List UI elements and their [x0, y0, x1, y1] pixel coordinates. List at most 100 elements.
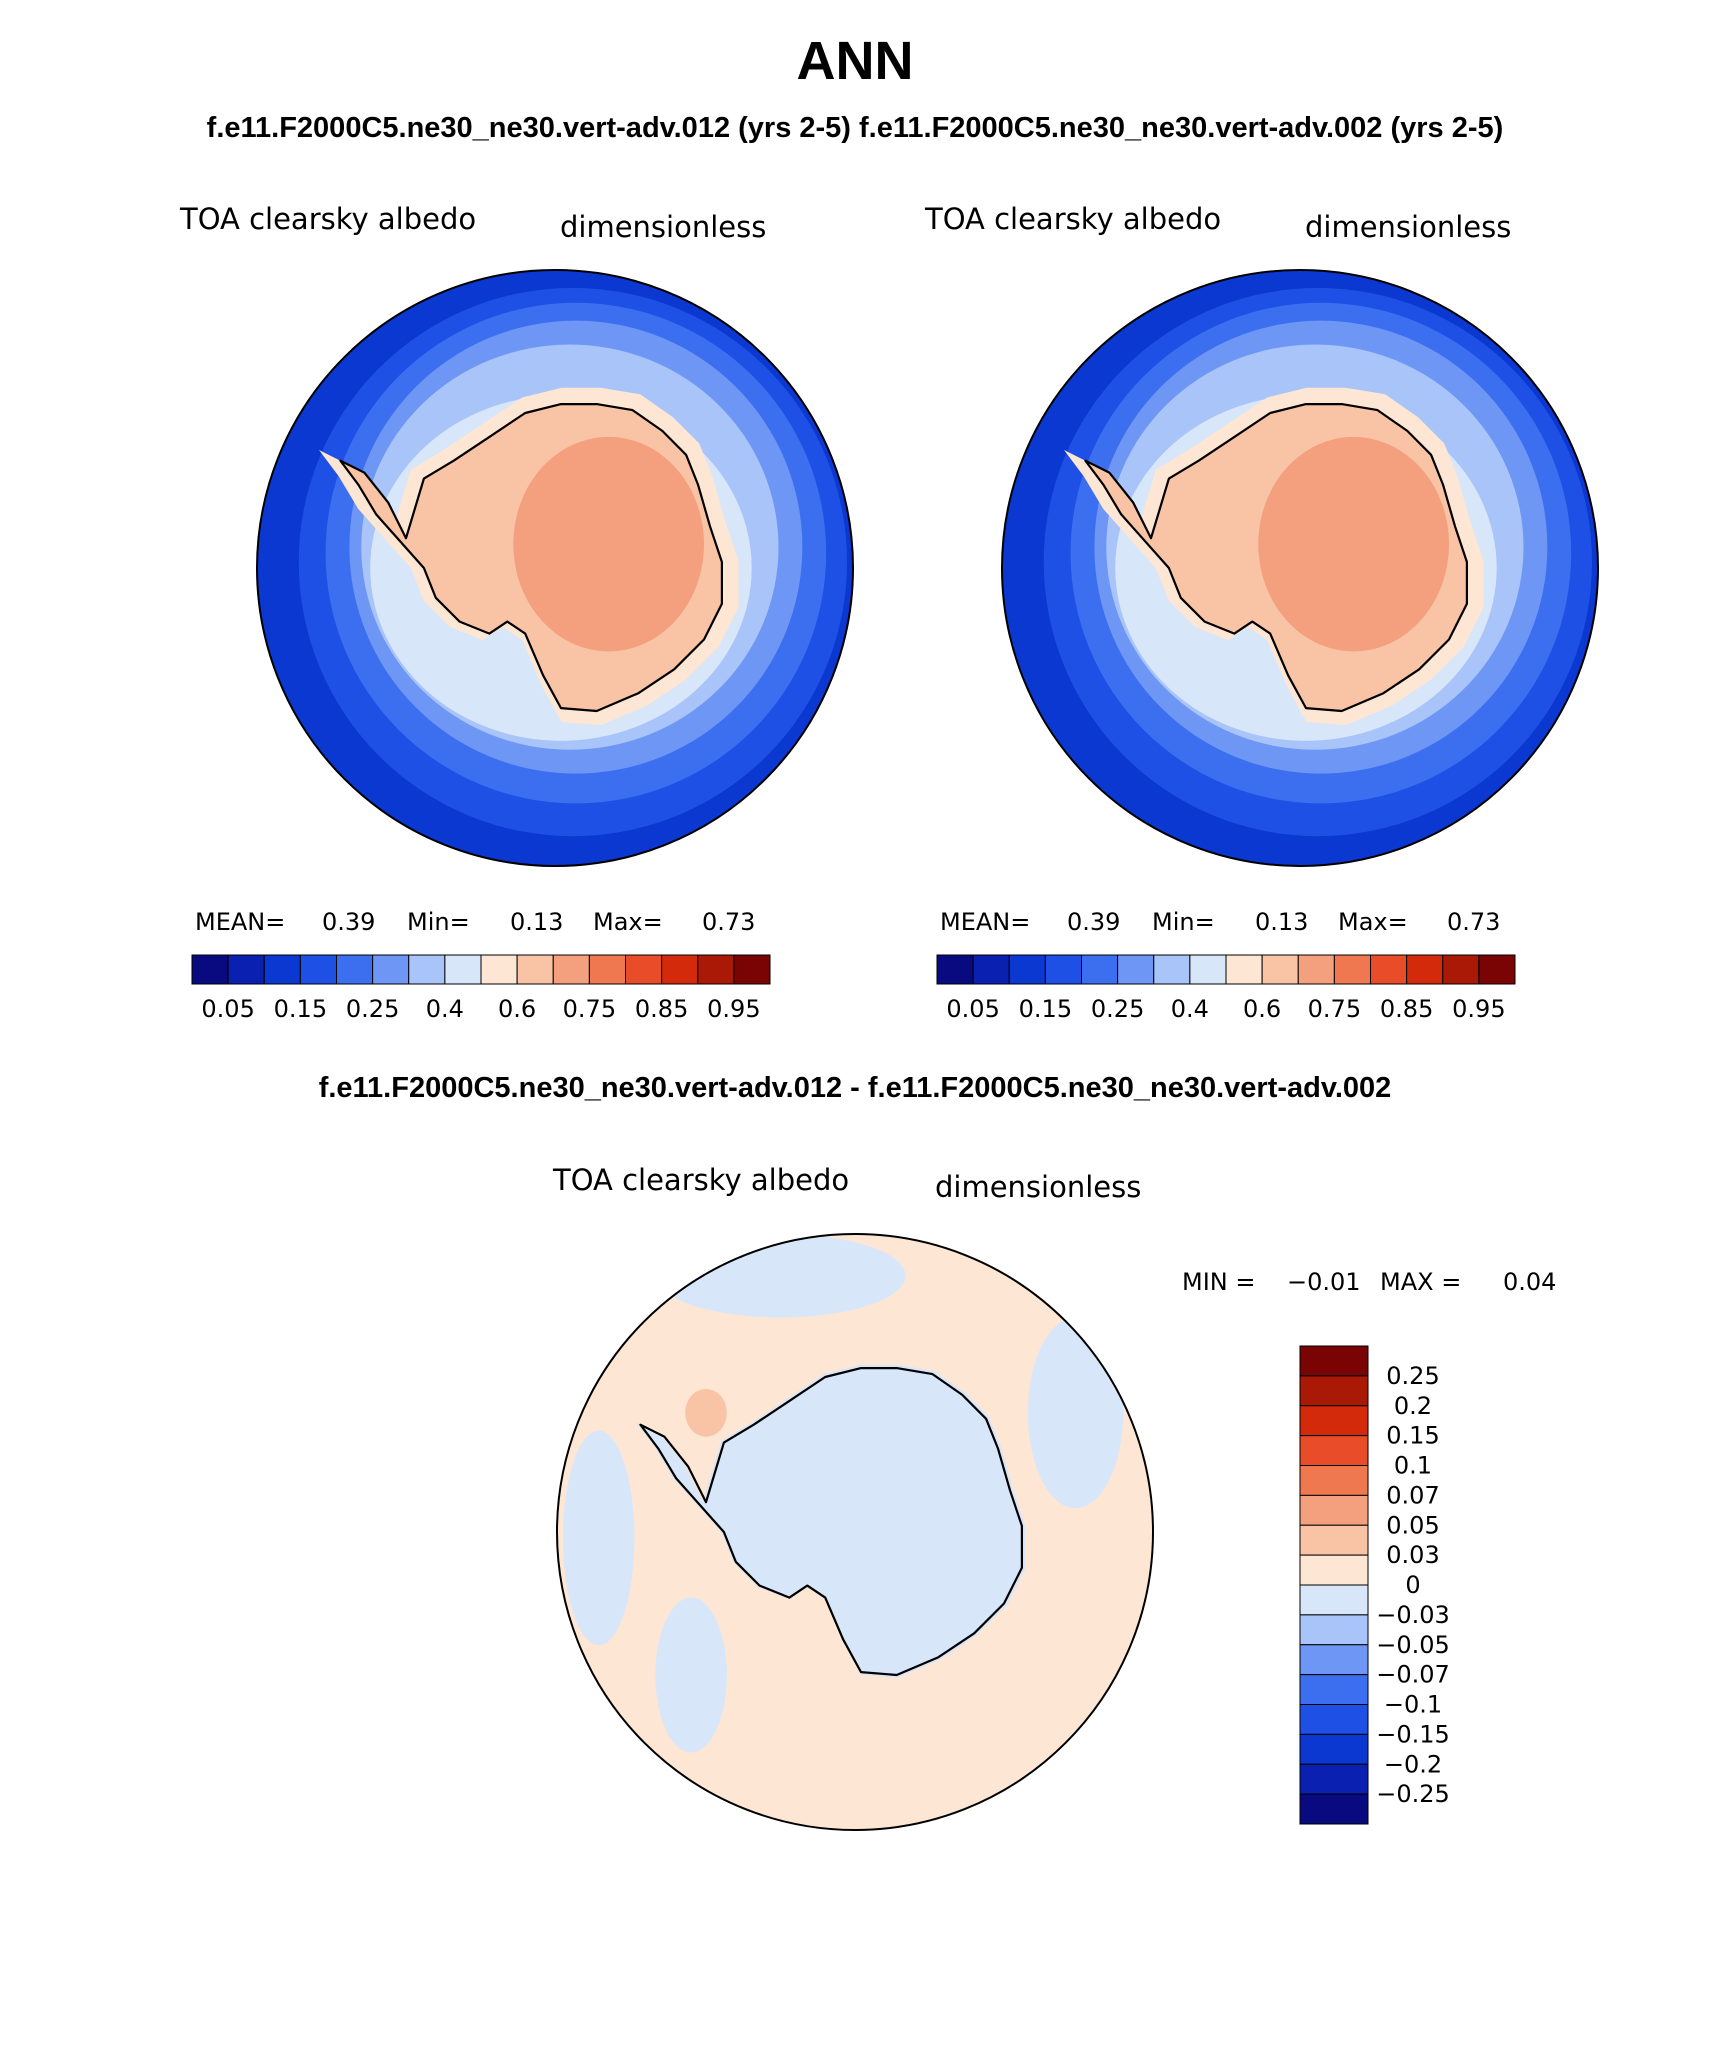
colorbar-swatch: [1153, 954, 1191, 985]
diff-units-label: dimensionless: [935, 1170, 1142, 1204]
colorbar-tick-label: −0.03: [1376, 1601, 1450, 1629]
diff-band-neg-west: [562, 1430, 635, 1646]
diff-min-value: −0.01: [1287, 1268, 1361, 1296]
colorbar-swatch: [1478, 954, 1516, 985]
colorbar-swatch: [372, 954, 410, 985]
map-border: [256, 269, 854, 867]
panel2-min-value: 0.13: [1255, 908, 1309, 936]
colorbar-swatch: [1299, 1584, 1369, 1616]
diff-colorbar: 0.250.20.150.10.070.050.030−0.03−0.05−0.…: [1299, 1345, 1450, 1825]
colorbar-tick-label: 0.15: [1386, 1422, 1439, 1450]
colorbar-tick-label: 0.2: [1394, 1392, 1432, 1420]
band-0.75: [513, 436, 704, 652]
colorbar-tick-label: 0.03: [1386, 1541, 1439, 1569]
colorbar-swatch: [972, 954, 1010, 985]
colorbar-tick-label: −0.07: [1376, 1661, 1450, 1689]
figure-title: ANN: [796, 31, 914, 91]
colorbar-swatch: [1225, 954, 1263, 985]
colorbar-swatch: [408, 954, 446, 985]
panel2-variable-label: TOA clearsky albedo: [925, 202, 1222, 236]
diff-band-neg: [636, 1364, 1026, 1678]
colorbar-swatch: [1299, 1704, 1369, 1735]
colorbar-swatch: [1261, 954, 1299, 985]
diff-max-label: MAX =: [1380, 1268, 1462, 1296]
colorbar-tick-label: 0.6: [1243, 995, 1281, 1023]
colorbar-tick-label: 0.15: [274, 995, 327, 1023]
colorbar-tick-label: 0.4: [1171, 995, 1209, 1023]
panel2-contours: [1002, 270, 1598, 866]
panel2-max-value: 0.73: [1447, 908, 1501, 936]
colorbar-swatch: [444, 954, 482, 985]
diff-band-pos: [685, 1388, 727, 1437]
colorbar-swatch: [1081, 954, 1119, 985]
colorbar-swatch: [1299, 1644, 1369, 1676]
colorbar-swatch: [1333, 954, 1371, 985]
panel1-variable-label: TOA clearsky albedo: [180, 202, 477, 236]
colorbar-swatch: [1299, 1524, 1369, 1556]
colorbar-swatch: [1117, 954, 1155, 985]
colorbar-tick-label: 0.85: [635, 995, 688, 1023]
colorbar-tick-label: 0.25: [346, 995, 399, 1023]
colorbar-tick-label: 0.95: [1452, 995, 1505, 1023]
colorbar-tick-label: 0.05: [946, 995, 999, 1023]
diff-min-label: MIN =: [1182, 1268, 1256, 1296]
colorbar-tick-label: 0.05: [201, 995, 254, 1023]
panel1-mean-label: MEAN=: [195, 908, 286, 936]
panel1-contours: [257, 270, 853, 866]
panel1-min-value: 0.13: [510, 908, 564, 936]
colorbar-swatch: [625, 954, 663, 985]
colorbar-swatch: [299, 954, 337, 985]
colorbar-swatch: [1008, 954, 1046, 985]
panel1-mean-value: 0.39: [322, 908, 376, 936]
panel2-mean-label: MEAN=: [940, 908, 1031, 936]
diff-map: [556, 1233, 1154, 1831]
colorbar-tick-label: 0.4: [426, 995, 464, 1023]
panel1-colorbar: 0.05 0.15 0.25 0.4 0.6 0.75 0.85 0.95: [191, 954, 771, 1023]
colorbar-tick-label: −0.2: [1384, 1750, 1442, 1778]
panel1-units-label: dimensionless: [560, 210, 767, 244]
diff-contours: [557, 1234, 1153, 1830]
panel2-units-label: dimensionless: [1305, 210, 1512, 244]
colorbar-tick-label: 0: [1405, 1571, 1420, 1599]
colorbar-swatch: [1299, 1435, 1369, 1466]
colorbar-swatch: [588, 954, 626, 985]
colorbar-swatch: [1299, 1465, 1369, 1496]
colorbar-swatch: [480, 954, 518, 985]
panel2-max-label: Max=: [1338, 908, 1408, 936]
colorbar-tick-label: 0.95: [707, 995, 760, 1023]
panel1-min-label: Min=: [407, 908, 470, 936]
colorbar-tick-label: 0.75: [563, 995, 616, 1023]
colorbar-swatch: [552, 954, 590, 985]
colorbar-tick-label: −0.25: [1376, 1780, 1450, 1808]
map-border: [1001, 269, 1599, 867]
colorbar-swatch: [733, 954, 771, 985]
colorbar-swatch: [1299, 1614, 1369, 1646]
colorbar-swatch: [1299, 1494, 1369, 1526]
diff-band-neg-sw: [655, 1597, 727, 1753]
colorbar-tick-label: 0.25: [1091, 995, 1144, 1023]
colorbar-tick-label: 0.15: [1019, 995, 1072, 1023]
panel1-max-value: 0.73: [702, 908, 756, 936]
coastline: [639, 1367, 1023, 1677]
colorbar-tick-label: −0.05: [1376, 1631, 1450, 1659]
colorbar-swatch: [1299, 1405, 1369, 1437]
panel2-min-label: Min=: [1152, 908, 1215, 936]
colorbar-swatch: [516, 954, 554, 985]
colorbar-tick-label: −0.1: [1384, 1691, 1442, 1719]
panel1-max-label: Max=: [593, 908, 663, 936]
colorbar-tick-label: 0.1: [1394, 1452, 1432, 1480]
panel2-mean-value: 0.39: [1067, 908, 1121, 936]
colorbar-swatch: [1299, 1793, 1369, 1825]
colorbar-swatch: [1299, 1345, 1369, 1377]
colorbar-swatch: [1299, 1674, 1369, 1705]
colorbar-swatch: [1189, 954, 1227, 985]
band-0.75: [1258, 436, 1449, 652]
colorbar-tick-label: 0.85: [1380, 995, 1433, 1023]
colorbar-swatch: [1442, 954, 1480, 985]
colorbar-tick-label: −0.15: [1376, 1720, 1450, 1748]
colorbar-swatch: [661, 954, 699, 985]
diff-variable-label: TOA clearsky albedo: [553, 1163, 850, 1197]
colorbar-tick-label: 0.25: [1386, 1362, 1439, 1390]
coastline: [339, 403, 723, 713]
diff-band-neg-east: [1027, 1317, 1124, 1509]
